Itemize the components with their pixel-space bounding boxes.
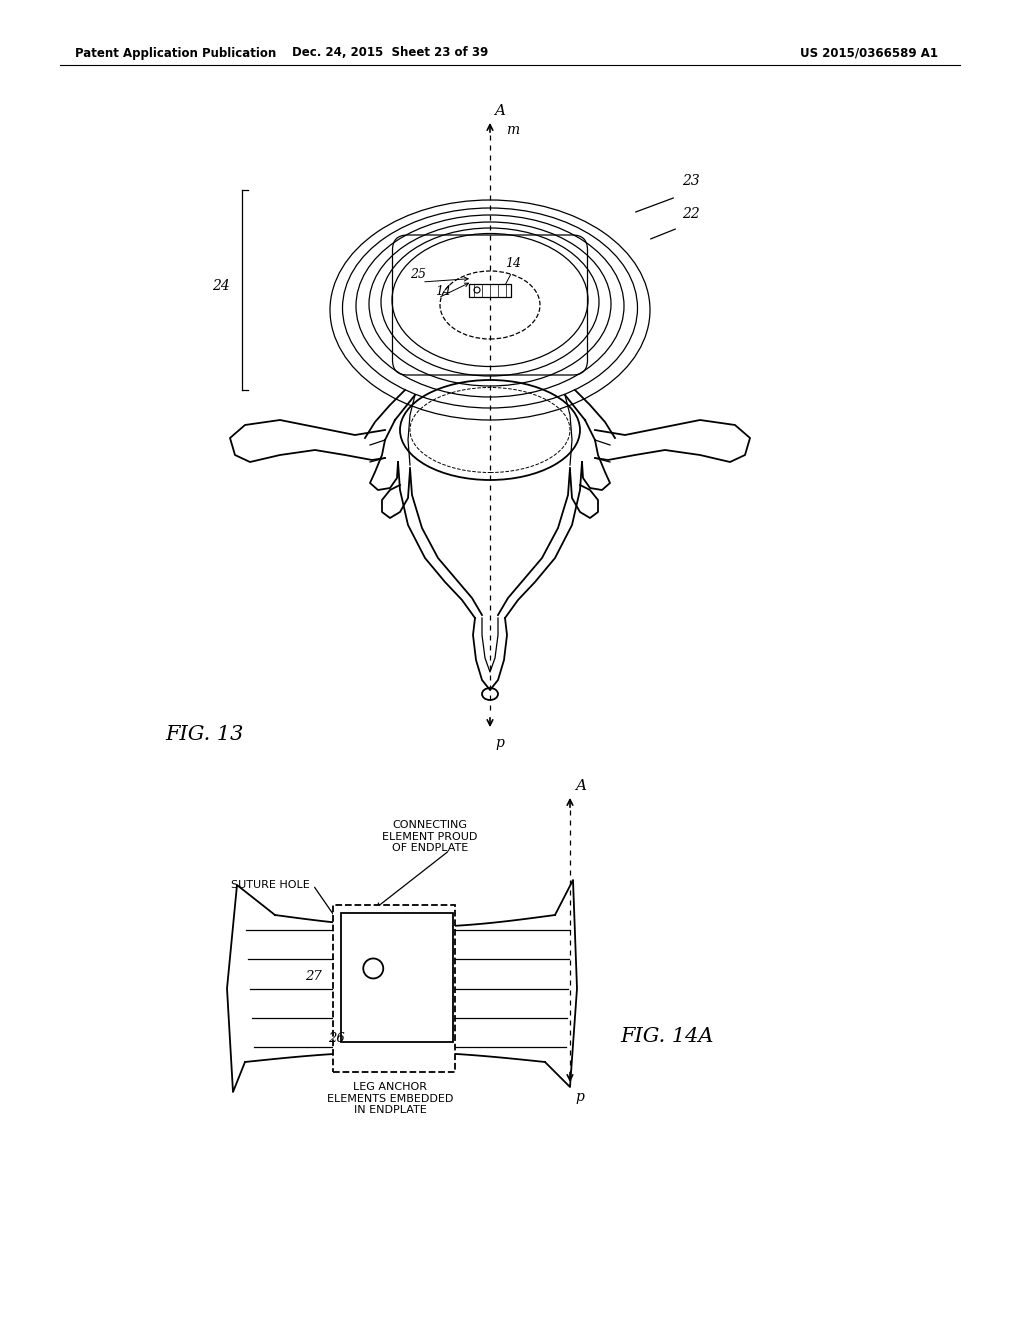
Text: A: A: [575, 779, 586, 793]
Text: p: p: [495, 737, 504, 750]
Bar: [469, 284, 511, 297]
Text: FIG. 13: FIG. 13: [165, 725, 244, 744]
Text: 26: 26: [328, 1032, 345, 1045]
Text: 24: 24: [212, 279, 229, 293]
Text: 14: 14: [435, 285, 451, 298]
Text: Patent Application Publication: Patent Application Publication: [75, 46, 276, 59]
Text: FIG. 14A: FIG. 14A: [620, 1027, 714, 1045]
Text: 25: 25: [410, 268, 426, 281]
Text: 14: 14: [505, 257, 521, 271]
Text: LEG ANCHOR
ELEMENTS EMBEDDED
IN ENDPLATE: LEG ANCHOR ELEMENTS EMBEDDED IN ENDPLATE: [327, 1082, 454, 1115]
Bar: [341, 913, 453, 1041]
Text: p: p: [575, 1090, 584, 1104]
Text: US 2015/0366589 A1: US 2015/0366589 A1: [800, 46, 938, 59]
Text: 23: 23: [682, 174, 699, 187]
Text: A: A: [494, 104, 505, 117]
Text: SUTURE HOLE: SUTURE HOLE: [231, 880, 310, 890]
Text: m: m: [506, 123, 519, 137]
Text: Dec. 24, 2015  Sheet 23 of 39: Dec. 24, 2015 Sheet 23 of 39: [292, 46, 488, 59]
Text: CONNECTING
ELEMENT PROUD
OF ENDPLATE: CONNECTING ELEMENT PROUD OF ENDPLATE: [382, 820, 477, 853]
Text: 22: 22: [682, 207, 699, 220]
Bar: [333, 906, 455, 1072]
Text: 27: 27: [305, 970, 322, 983]
